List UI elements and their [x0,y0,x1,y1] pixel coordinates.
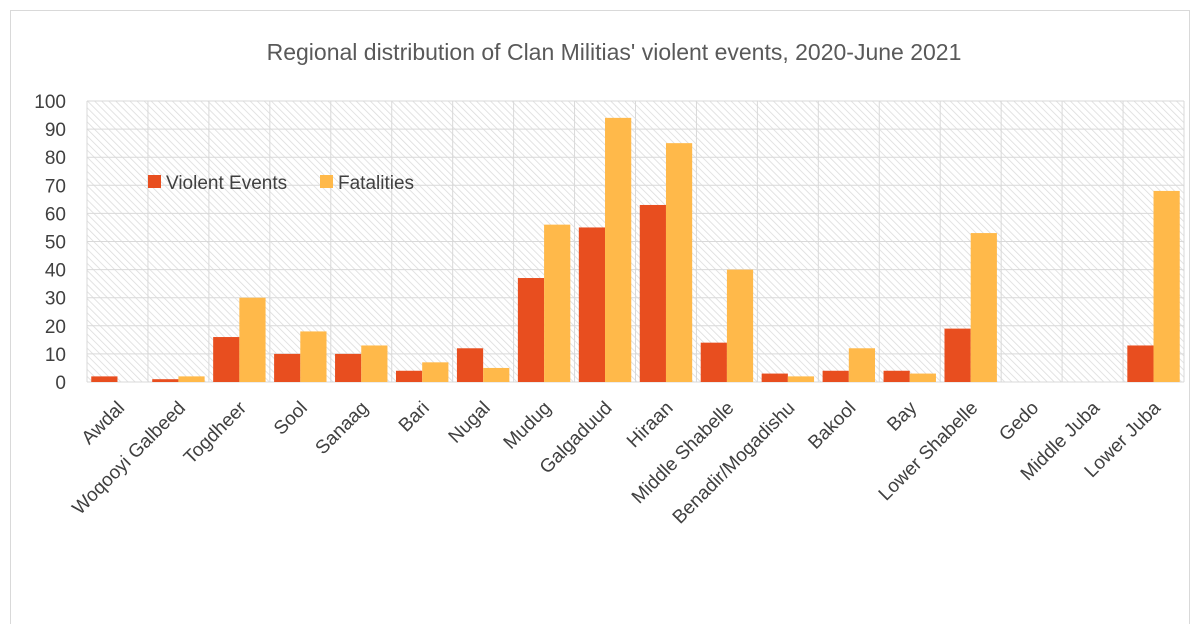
bars [91,117,1180,383]
x-tick-label: Sool [270,398,312,440]
bar-fatalities [848,348,876,382]
bar-violent-events [213,337,240,382]
bar-violent-events [274,353,301,382]
x-tick-label: Hiraan [623,398,677,452]
bar-fatalities [665,143,693,382]
bar-fatalities [787,376,815,382]
bar-violent-events [456,348,484,382]
legend-swatch [320,175,333,188]
legend-swatch [148,175,161,188]
x-tick-label: Woqooyi Galbeed [69,398,190,519]
legend: Violent Events Fatalities [148,173,414,194]
x-tick-label: Gedo [995,398,1043,446]
x-tick-label: Bay [883,397,921,435]
bar-violent-events [152,379,179,382]
bar-violent-events [395,370,423,382]
bar-fatalities [1153,190,1180,382]
y-tick-label: 30 [45,289,66,310]
y-tick-label: 0 [55,373,66,394]
y-tick-label: 60 [45,204,66,225]
x-tick-label: Togdheer [180,397,251,468]
bar-violent-events [822,370,849,382]
y-tick-label: 20 [45,317,66,338]
x-tick-label: Sanaag [312,398,373,459]
y-tick-label: 80 [45,148,66,169]
bar-violent-events [639,204,666,382]
x-tick-label: Bakool [804,398,860,454]
y-tick-label: 90 [45,120,66,141]
bar-violent-events [91,376,118,382]
bar-fatalities [422,362,449,382]
bar-violent-events [578,227,606,382]
y-tick-label: 10 [45,345,66,366]
x-tick-label: Awdal [78,398,129,449]
y-tick-label: 40 [45,261,66,282]
bar-violent-events [761,373,788,382]
bar-fatalities [544,224,571,382]
bar-fatalities [239,297,266,382]
x-tick-label: Middle Shabelle [628,398,738,508]
chart-title: Regional distribution of Clan Militias' … [267,39,962,65]
bar-fatalities [483,367,510,382]
bar-fatalities [300,331,327,382]
bar-fatalities [909,373,936,382]
bar-fatalities [361,345,388,382]
legend-label: Fatalities [338,173,414,194]
y-axis-ticks: 0 10 20 30 40 50 60 70 80 90 100 [34,92,66,394]
gridlines [86,100,1185,383]
legend-label: Violent Events [166,173,287,194]
bar-violent-events [883,370,910,382]
bar-fatalities [178,376,205,382]
bar-fatalities [970,233,997,382]
y-tick-label: 100 [34,92,66,113]
bar-violent-events [1127,345,1154,382]
x-tick-label: Bari [395,398,434,437]
bar-fatalities [726,269,754,382]
bar-fatalities [605,117,632,383]
x-tick-label: Mudug [500,398,556,454]
bar-violent-events [944,328,971,382]
x-tick-label: Benadir/Mogadishu [669,398,800,529]
x-tick-label: Nugal [445,398,495,448]
y-tick-label: 50 [45,233,66,254]
bar-violent-events [335,353,362,382]
y-tick-label: 70 [45,176,66,197]
bar-violent-events [700,342,727,382]
bar-violent-events [517,278,545,382]
